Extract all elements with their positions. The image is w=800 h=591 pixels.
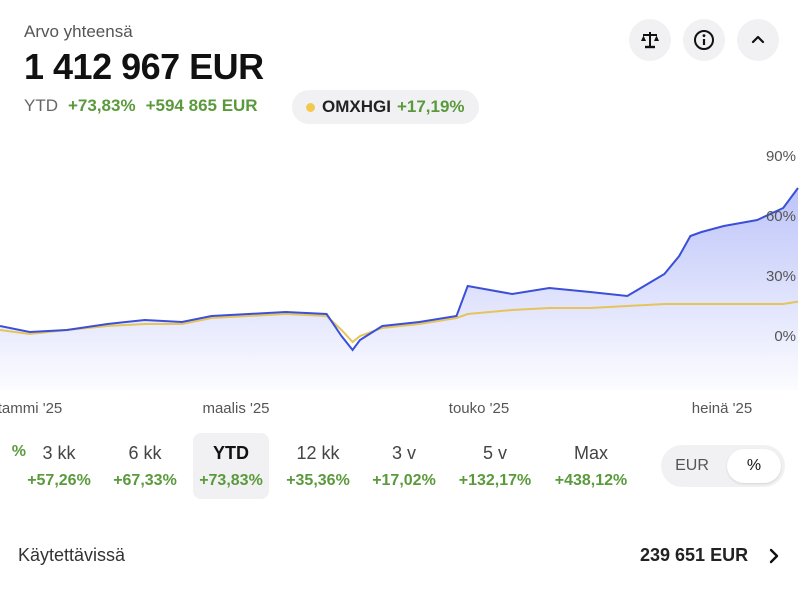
available-label: Käytettävissä	[18, 545, 126, 565]
period-5v[interactable]: 5 v +132,17%	[457, 433, 533, 499]
unit-toggle: EUR %	[661, 445, 785, 487]
ytd-summary: YTD +73,83% +594 865 EUR	[24, 96, 258, 116]
info-button[interactable]	[683, 19, 725, 61]
period-ytd[interactable]: YTD +73,83%	[193, 433, 269, 499]
ytd-label: YTD	[24, 96, 58, 115]
period-value: %	[11, 443, 26, 460]
chevron-up-icon	[751, 35, 765, 44]
available-value: 239 651 EUR	[640, 545, 749, 565]
benchmark-change: +17,19%	[396, 97, 465, 116]
info-icon	[694, 30, 714, 50]
x-tick-label: touko '25	[449, 400, 509, 417]
portfolio-area	[0, 188, 798, 390]
period-label: 5 v	[482, 443, 507, 463]
benchmark-dot	[306, 102, 315, 112]
performance-chart: 90% 60% 30% 0% tammi '25 maalis '25 touko '25…	[0, 148, 799, 417]
toggle-eur[interactable]: EUR	[675, 457, 709, 474]
period-label: YTD	[213, 443, 249, 463]
y-tick-label: 30%	[766, 268, 796, 285]
period-label: 3 v	[391, 443, 416, 463]
period-value: +17,02%	[372, 472, 436, 489]
period-label: Max	[573, 443, 608, 463]
portfolio-title: Arvo yhteensä	[24, 22, 133, 41]
y-tick-label: 90%	[766, 148, 796, 165]
ytd-absolute: +594 865 EUR	[145, 96, 258, 115]
benchmark-line	[0, 300, 799, 344]
ytd-percent: +73,83%	[68, 96, 136, 115]
period-12kk[interactable]: 12 kk +35,36%	[280, 433, 356, 499]
period-selector: % 3 kk +57,26% 6 kk +67,33% YTD +73,83% …	[0, 433, 640, 499]
period-1kk[interactable]: %	[0, 433, 26, 499]
total-value: 1 412 967 EUR	[24, 46, 264, 87]
period-3v[interactable]: 3 v +17,02%	[366, 433, 442, 499]
period-value: +57,26%	[27, 472, 91, 489]
y-tick-label: 60%	[766, 208, 796, 225]
y-tick-label: 0%	[774, 328, 796, 345]
period-label: 12 kk	[296, 443, 340, 463]
benchmark-name: OMXHGI	[322, 97, 391, 116]
scale-icon	[641, 32, 659, 49]
period-label: 6 kk	[128, 443, 162, 463]
compare-button[interactable]	[629, 19, 671, 61]
x-tick-label: maalis '25	[202, 400, 269, 417]
period-max[interactable]: Max +438,12%	[553, 433, 629, 499]
collapse-button[interactable]	[737, 19, 779, 61]
x-tick-label: heinä '25	[692, 400, 752, 417]
period-6kk[interactable]: 6 kk +67,33%	[107, 433, 183, 499]
portfolio-line	[0, 187, 799, 352]
chevron-right-icon	[769, 548, 779, 564]
period-value: +73,83%	[199, 472, 263, 489]
period-value: +132,17%	[458, 472, 532, 489]
x-tick-label: tammi '25	[0, 400, 62, 417]
period-value: +35,36%	[286, 472, 350, 489]
period-label: 3 kk	[42, 443, 76, 463]
period-value: +67,33%	[113, 472, 177, 489]
toggle-percent[interactable]: %	[727, 449, 781, 483]
benchmark-chip[interactable]: OMXHGI +17,19%	[292, 90, 479, 124]
period-value: +438,12%	[554, 472, 628, 489]
period-3kk[interactable]: 3 kk +57,26%	[21, 433, 97, 499]
